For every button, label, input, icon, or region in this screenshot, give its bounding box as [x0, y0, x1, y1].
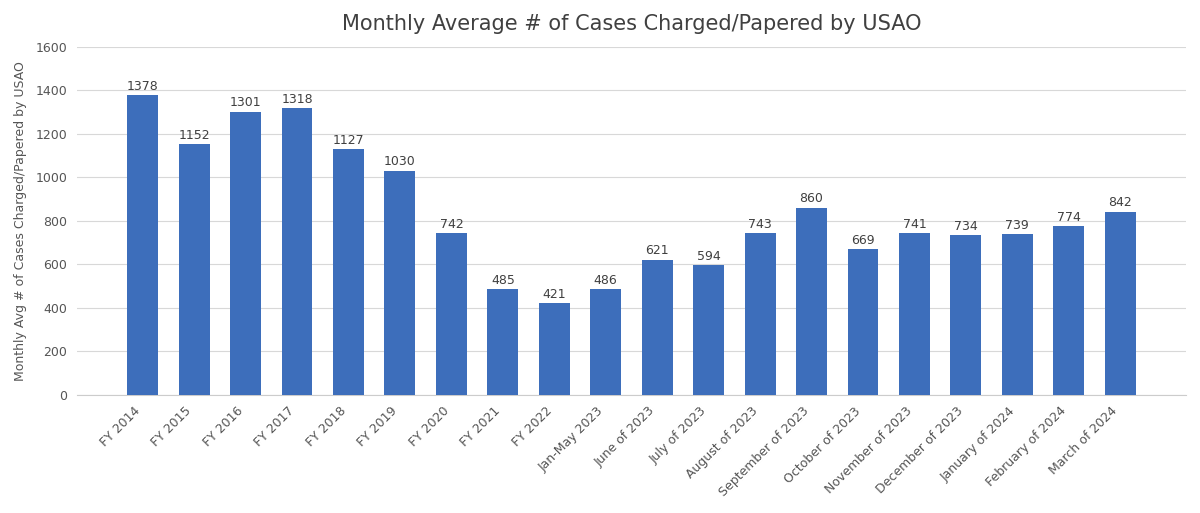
- Text: 739: 739: [1006, 219, 1030, 232]
- Bar: [642, 260, 673, 394]
- Text: 1030: 1030: [384, 155, 416, 168]
- Bar: [384, 171, 415, 394]
- Bar: [950, 235, 982, 394]
- Bar: [1105, 211, 1135, 394]
- Text: 621: 621: [646, 244, 670, 258]
- Text: 1301: 1301: [229, 96, 262, 109]
- Text: 742: 742: [439, 218, 463, 231]
- Text: 1378: 1378: [127, 80, 158, 93]
- Bar: [899, 233, 930, 394]
- Text: 594: 594: [697, 250, 720, 263]
- Text: 734: 734: [954, 220, 978, 233]
- Bar: [1054, 226, 1085, 394]
- Title: Monthly Average # of Cases Charged/Papered by USAO: Monthly Average # of Cases Charged/Paper…: [342, 14, 922, 34]
- Bar: [694, 265, 724, 394]
- Bar: [539, 303, 570, 394]
- Bar: [590, 289, 622, 394]
- Text: 774: 774: [1057, 211, 1081, 224]
- Bar: [282, 108, 312, 394]
- Bar: [436, 233, 467, 394]
- Bar: [1002, 234, 1033, 394]
- Text: 669: 669: [851, 234, 875, 247]
- Text: 1318: 1318: [281, 93, 313, 106]
- Text: 842: 842: [1109, 196, 1132, 209]
- Y-axis label: Monthly Avg # of Cases Charged/Papered by USAO: Monthly Avg # of Cases Charged/Papered b…: [14, 61, 26, 381]
- Bar: [847, 249, 878, 394]
- Bar: [230, 112, 262, 394]
- Bar: [127, 95, 158, 394]
- Text: 1127: 1127: [332, 134, 365, 147]
- Text: 860: 860: [799, 192, 823, 205]
- Bar: [745, 233, 775, 394]
- Text: 485: 485: [491, 274, 515, 287]
- Bar: [334, 149, 364, 394]
- Bar: [796, 208, 827, 394]
- Text: 1152: 1152: [179, 129, 210, 142]
- Text: 486: 486: [594, 274, 618, 287]
- Text: 421: 421: [542, 288, 566, 301]
- Text: 741: 741: [902, 219, 926, 231]
- Bar: [179, 144, 210, 394]
- Text: 743: 743: [749, 218, 772, 231]
- Bar: [487, 289, 518, 394]
